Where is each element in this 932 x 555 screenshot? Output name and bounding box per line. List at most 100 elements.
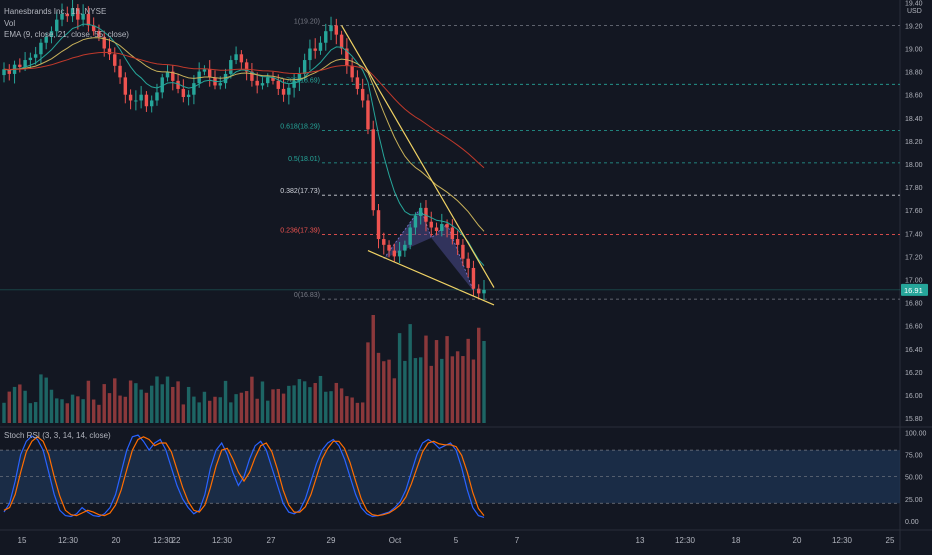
volume-bar: [250, 376, 254, 423]
candle-body: [223, 73, 228, 84]
candle-body: [181, 88, 186, 98]
volume-bar: [308, 387, 312, 423]
fib-level-label: 0.5(18.01): [288, 156, 320, 163]
candle-body: [403, 244, 407, 251]
candle-body: [260, 83, 265, 86]
symbol-title[interactable]: Hanesbrands Inc., 1h, NYSE: [4, 7, 107, 16]
candle-body: [244, 62, 249, 72]
candle-body: [18, 64, 22, 67]
volume-bar: [360, 402, 365, 423]
price-tick-label: 16.00: [905, 393, 923, 400]
volume-bar: [91, 399, 96, 423]
volume-bar: [113, 378, 117, 423]
volume-bar: [192, 396, 196, 423]
price-tick-label: 17.40: [905, 231, 923, 238]
price-tick-label: 16.60: [905, 324, 923, 331]
volume-bar: [329, 391, 333, 423]
candle-body: [455, 239, 460, 245]
candle-body: [445, 224, 449, 228]
volume-bar: [339, 388, 344, 423]
candle-body: [70, 8, 75, 17]
volume-bar: [429, 365, 433, 423]
volume-bar: [413, 358, 418, 423]
volume-bar: [471, 359, 476, 423]
volume-bar: [181, 404, 186, 423]
candle-body: [139, 94, 143, 101]
volume-bar: [292, 385, 296, 423]
candle-body: [466, 258, 470, 268]
price-tick-label: 19.20: [905, 23, 923, 30]
time-tick-label: 29: [327, 536, 336, 545]
volume-bar: [2, 402, 6, 423]
volume-bar: [302, 381, 307, 423]
volume-bar: [313, 383, 317, 423]
candle-body: [255, 80, 259, 86]
volume-bar: [165, 376, 170, 423]
candle-body: [471, 267, 476, 289]
time-tick-label: 12:30: [58, 536, 79, 545]
candle-body: [308, 48, 312, 61]
volume-bar: [382, 361, 386, 423]
volume-bar: [49, 389, 54, 423]
candle-body: [128, 94, 133, 101]
candle-body: [76, 8, 80, 20]
candle-body: [355, 77, 360, 89]
stoch-tick-label: 75.00: [905, 453, 923, 460]
candle-body: [329, 25, 333, 32]
volume-bar: [223, 380, 228, 423]
candle-body: [376, 210, 381, 240]
volume-bar: [366, 342, 370, 423]
ema-55-line: [3, 51, 485, 169]
candle-body: [23, 60, 27, 67]
candle-body: [339, 34, 344, 49]
candle-body: [65, 13, 70, 17]
candle-body: [397, 250, 402, 257]
candle-body: [234, 54, 238, 61]
volume-bar: [213, 396, 217, 423]
volume-bar: [44, 377, 48, 423]
time-tick-label: 20: [112, 536, 121, 545]
ema-legend[interactable]: EMA (9, close, 21, close, 55, close): [4, 30, 129, 39]
volume-bar: [12, 386, 17, 423]
volume-bar: [81, 399, 85, 423]
stoch-tick-label: 0.00: [905, 519, 919, 526]
candle-body: [171, 71, 175, 81]
candle-body: [33, 54, 38, 58]
candle-body: [450, 227, 455, 240]
time-tick-label: 7: [515, 536, 520, 545]
candle-body: [429, 221, 433, 228]
candle-body: [461, 244, 465, 259]
volume-bar: [197, 402, 201, 423]
stoch-tick-label: 25.00: [905, 497, 923, 504]
volume-bar: [239, 392, 244, 423]
price-tick-label: 18.20: [905, 139, 923, 146]
volume-bar: [76, 396, 80, 423]
candle-body: [239, 54, 244, 63]
candle-body: [202, 69, 207, 72]
candle-body: [440, 224, 444, 231]
volume-bar: [255, 398, 259, 423]
volume-bar: [403, 360, 407, 423]
volume-bar: [318, 375, 323, 423]
price-tick-label: 16.20: [905, 370, 923, 377]
volume-bar: [287, 385, 291, 423]
stoch-rsi-legend[interactable]: Stoch RSI (3, 3, 14, 14, close): [4, 431, 111, 440]
pattern-triangle-left: [383, 207, 432, 259]
stoch-d-line: [3, 436, 485, 517]
last-price-label: 16.91: [904, 286, 923, 295]
volume-bar: [7, 391, 11, 423]
volume-bar: [65, 403, 70, 423]
volume-bar: [28, 403, 33, 423]
volume-bar: [392, 378, 397, 423]
price-tick-label: 17.80: [905, 185, 923, 192]
time-tick-label: 13: [636, 536, 645, 545]
volume-bar: [387, 359, 391, 423]
candle-body: [281, 88, 286, 95]
volume-bar: [461, 356, 465, 423]
stoch-k-line: [3, 434, 485, 518]
candle-body: [208, 69, 212, 78]
volume-legend[interactable]: Vol: [4, 19, 16, 28]
last-price-tag: [901, 283, 928, 296]
